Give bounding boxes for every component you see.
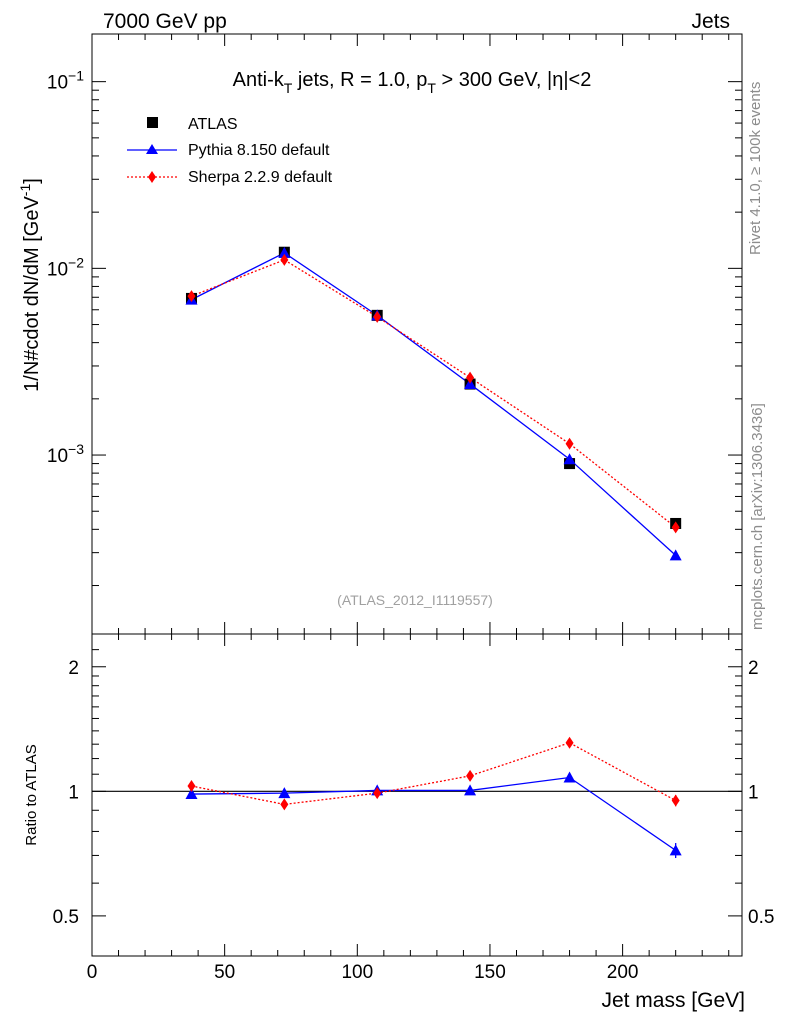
ratio-point-sherpa-2-2-9-default [280, 798, 289, 811]
header-right: Jets [691, 10, 730, 33]
ratio-point-sherpa-2-2-9-default [373, 787, 382, 800]
main-y-tick-label: 10−1 [47, 68, 84, 94]
x-tick-label: 0 [87, 962, 98, 983]
legend-atlas-label: ATLAS [188, 116, 238, 133]
ratio-y-tick-label-right: 0.5 [748, 907, 774, 928]
x-tick-label: 150 [474, 962, 506, 983]
main-point-sherpa-2-2-9-default [187, 290, 196, 303]
ratio-point-sherpa-2-2-9-default [187, 780, 196, 793]
x-tick-label: 200 [607, 962, 639, 983]
plot-layer: 0 50 100 150 200 10−1 10−2 10−3 0.5 0.5 1 1 2 2 [47, 33, 774, 983]
ratio-y-tick-label-left: 2 [68, 658, 79, 679]
ratio-point-pythia-8-150-default [278, 787, 291, 799]
main-point-sherpa-2-2-9-default [466, 371, 475, 384]
main-y-tick-label: 10−3 [47, 441, 84, 467]
ratio-y-tick-label-left: 1 [68, 782, 79, 803]
legend-atlas-marker [147, 117, 158, 128]
ratio-plot-frame [91, 633, 743, 957]
ratio-line-sherpa-2-2-9-default [191, 742, 676, 806]
legend-pythia-label: Pythia 8.150 default [188, 142, 330, 159]
ratio-line-pythia-8-150-default [191, 776, 677, 851]
main-point-sherpa-2-2-9-default [565, 437, 574, 450]
legend-pythia-marker [146, 144, 158, 154]
main-y-tick-label: 10−2 [47, 254, 84, 280]
ratio-point-pythia-8-150-default [669, 844, 682, 856]
ratio-point-pythia-8-150-default [185, 788, 198, 800]
ratio-y-tick-label-right: 1 [748, 782, 759, 803]
legend: ATLAS Pythia 8.150 default Sherpa 2.2.9 … [127, 116, 333, 186]
legend-sherpa-label: Sherpa 2.2.9 default [188, 169, 333, 186]
main-point-pythia-8-150-default [563, 453, 576, 465]
ratio-point-pythia-8-150-default [563, 771, 576, 783]
side-label-rivet: Rivet 4.1.0, ≥ 100k events [747, 82, 764, 255]
legend-sherpa-marker [148, 171, 156, 183]
ratio-point-pythia-8-150-default [464, 784, 477, 796]
ratio-ylabel: Ratio to ATLAS [23, 744, 40, 845]
main-line-pythia-8-150-default [191, 252, 677, 556]
x-tick-label: 50 [214, 962, 235, 983]
ratio-point-sherpa-2-2-9-default [565, 736, 574, 749]
x-tick-label: 100 [341, 962, 373, 983]
ratio-y-tick-label-right: 2 [748, 658, 759, 679]
x-axis-label: Jet mass [GeV] [601, 989, 745, 1012]
main-point-sherpa-2-2-9-default [373, 310, 382, 323]
ratio-point-sherpa-2-2-9-default [466, 769, 475, 782]
main-point-sherpa-2-2-9-default [280, 253, 289, 266]
header-left: 7000 GeV pp [103, 10, 227, 33]
analysis-watermark: (ATLAS_2012_I1119557) [337, 592, 493, 608]
ratio-point-sherpa-2-2-9-default [671, 794, 680, 807]
main-point-pythia-8-150-default [278, 246, 291, 258]
main-line-sherpa-2-2-9-default [191, 259, 677, 528]
main-point-sherpa-2-2-9-default [671, 521, 680, 534]
main-title: Anti-kT jets, R = 1.0, pT > 300 GeV, |η|… [233, 69, 592, 96]
side-label-mcplots: mcplots.cern.ch [arXiv:1306.3436] [749, 403, 766, 630]
main-ylabel: 1/N#cdot dN/dM [GeV-1] [17, 178, 43, 392]
main-point-pythia-8-150-default [669, 549, 682, 561]
ratio-y-tick-label-left: 0.5 [53, 907, 79, 928]
